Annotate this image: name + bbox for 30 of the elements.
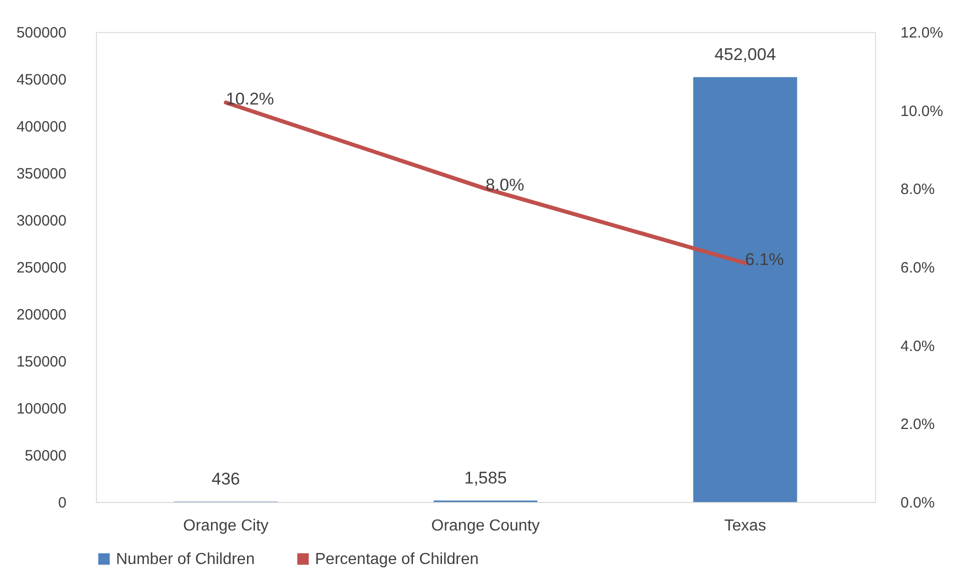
y-tick-label: 50000 (24, 448, 66, 464)
y-tick-label: 500000 (16, 24, 66, 42)
y-tick-label: 450000 (16, 72, 66, 88)
y2-tick-label: 8.0% (900, 181, 935, 198)
data-label: 452,004 (714, 45, 776, 64)
y2-tick-label: 10.0% (900, 102, 944, 120)
y-tick-label: 100000 (16, 400, 66, 418)
legend-label: Number of Children (116, 551, 255, 568)
y2-tick-label: 12.0% (900, 24, 944, 42)
y-tick-label: 0 (58, 494, 66, 512)
y2-tick-label: 2.0% (900, 416, 935, 434)
x-tick-label: Orange City (183, 518, 269, 534)
data-label: 8.0% (486, 176, 524, 195)
y-tick-label: 350000 (16, 166, 66, 182)
y-tick-label: 400000 (16, 118, 66, 136)
legend-label: Percentage of Children (315, 551, 479, 568)
data-label: 10.2% (226, 90, 274, 108)
y2-tick-label: 4.0% (900, 338, 935, 355)
y2-tick-label: 6.0% (900, 260, 935, 276)
y-tick-label: 200000 (16, 306, 66, 324)
data-label: 1,585 (464, 468, 507, 488)
x-tick-label: Orange County (431, 518, 540, 534)
data-label: 436 (212, 470, 240, 489)
y-tick-label: 300000 (16, 212, 66, 230)
x-tick-label: Texas (724, 518, 766, 534)
y-tick-label: 250000 (16, 260, 66, 276)
bar (693, 77, 798, 502)
y2-tick-label: 0.0% (900, 494, 935, 512)
y-tick-label: 150000 (16, 354, 66, 370)
data-label: 6.1% (745, 250, 784, 270)
